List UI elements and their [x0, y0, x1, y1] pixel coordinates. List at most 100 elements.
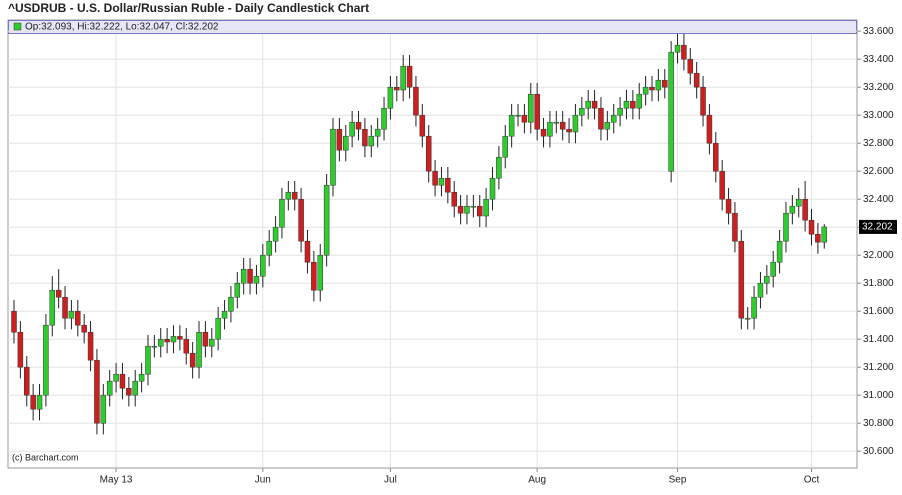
legend-band [8, 20, 857, 34]
y-tick-label: 31.600 [863, 306, 894, 317]
candle-body [808, 219, 815, 235]
candle-body [413, 86, 419, 116]
candle-body [119, 373, 126, 389]
candle-body [521, 114, 528, 123]
candle-body [177, 336, 183, 340]
y-tick-label: 33.000 [863, 110, 894, 121]
candle-body [470, 205, 477, 208]
x-tick-label: Jun [255, 475, 271, 486]
candle-body [49, 289, 56, 326]
candle-body [655, 79, 662, 91]
y-tick-label: 30.800 [863, 418, 894, 429]
candle-body [247, 268, 253, 284]
candle-body [617, 107, 623, 116]
candle-body [349, 121, 355, 137]
candle-body [553, 121, 560, 124]
candle-body [732, 212, 738, 242]
y-tick-label: 33.400 [863, 54, 894, 65]
candle-body [87, 331, 94, 361]
candle-body [304, 240, 311, 263]
candle-body [145, 345, 151, 375]
candle-body [464, 205, 470, 214]
candle-body [585, 100, 591, 109]
candle-body [406, 65, 413, 88]
candle-body [234, 282, 241, 298]
candle-body [330, 128, 336, 186]
candle-body [445, 177, 451, 193]
candle-body [221, 310, 228, 319]
last-price-label: 32.202 [862, 222, 893, 233]
candle-body [738, 240, 745, 319]
y-tick-label: 32.400 [863, 194, 894, 205]
candle-body [387, 86, 394, 109]
candle-body [43, 324, 49, 396]
candle-body [559, 121, 566, 130]
y-tick-label: 32.800 [863, 138, 894, 149]
candle-body [209, 338, 215, 347]
y-tick-label: 32.000 [863, 250, 894, 261]
candle-body [681, 44, 687, 60]
plot-area [7, 19, 858, 469]
candle-body [457, 205, 464, 214]
candle-body [343, 135, 349, 151]
candle-body [547, 121, 553, 137]
candle-body [636, 93, 642, 109]
candle-body [298, 198, 304, 242]
candle-body [17, 331, 24, 368]
candle-body [253, 275, 260, 284]
candle-body [228, 296, 234, 312]
candle-body [483, 198, 489, 217]
candle-body [528, 93, 534, 123]
candle-body [215, 317, 221, 340]
candle-body [438, 177, 445, 186]
candle-body [260, 254, 266, 277]
candle-body [706, 114, 713, 144]
candle-body [170, 336, 177, 343]
candle-body [75, 310, 81, 326]
candle-body [196, 331, 202, 368]
candle-body [534, 93, 540, 130]
y-tick-label: 31.400 [863, 334, 894, 345]
candle-body [579, 107, 585, 116]
candle-body [36, 394, 43, 410]
candle-body [106, 380, 113, 396]
candle-body [100, 394, 107, 424]
candle-body [126, 387, 132, 396]
candle-body [317, 254, 323, 291]
candle-body [674, 44, 681, 53]
candle-body [713, 142, 719, 172]
candle-body [815, 233, 821, 243]
candle-body [776, 240, 783, 263]
candle-body [68, 310, 75, 319]
candle-body [272, 226, 279, 242]
candle-body [425, 135, 432, 172]
candle-body [11, 310, 17, 333]
candle-body [55, 289, 62, 298]
candle-body [725, 198, 732, 214]
candle-body [630, 100, 636, 109]
candle-body [642, 86, 649, 95]
x-tick-label: Oct [804, 475, 820, 486]
ohlc-label: Op:32.093, Hi:32.222, Lo:32.047, Cl:32.2… [25, 22, 219, 33]
candle-body [336, 128, 343, 151]
candle-body [751, 296, 757, 319]
candle-body [476, 205, 483, 217]
candle-body [566, 128, 572, 133]
x-tick-label: Sep [669, 475, 687, 486]
candle-body [291, 191, 298, 200]
x-tick-label: Aug [528, 475, 546, 486]
candle-body [604, 121, 611, 130]
candle-body [164, 338, 170, 343]
candle-body [508, 114, 515, 137]
x-tick-label: Jul [384, 475, 397, 486]
y-tick-label: 30.600 [863, 446, 894, 457]
y-tick-label: 31.800 [863, 278, 894, 289]
candle-body [700, 86, 706, 116]
y-tick-label: 33.200 [863, 82, 894, 93]
candle-body [789, 205, 796, 214]
candle-body [802, 198, 808, 221]
candle-body [496, 156, 502, 179]
candle-body [311, 261, 317, 291]
candle-body [279, 198, 285, 228]
